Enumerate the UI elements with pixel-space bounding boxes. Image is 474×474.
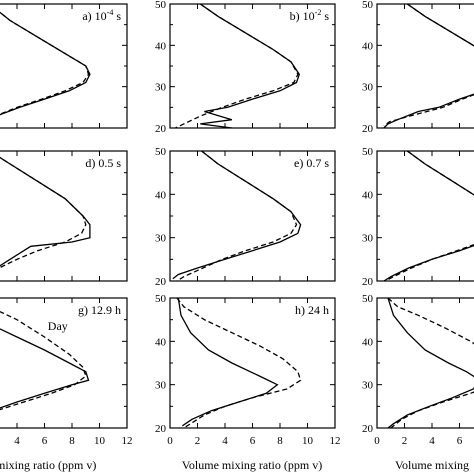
solid-profile-line xyxy=(0,11,91,116)
solid-profile-line xyxy=(0,156,91,267)
solid-profile-line xyxy=(0,328,90,409)
y-tick-label: 30 xyxy=(362,82,374,94)
x-axis-label: Volume mixing xyxy=(395,458,469,472)
y-tick-label: 40 xyxy=(362,336,374,348)
panel-9: 20 30 40 50 0 2 4 6 Volume mixing xyxy=(362,293,474,472)
y-tick-label: 50 xyxy=(362,0,374,11)
x-tick-label: 12 xyxy=(122,435,133,447)
panel-2: 20 30 40 50 b) 10-2 s xyxy=(155,0,336,135)
x-tick-label: 6 xyxy=(457,435,463,447)
panel-label: e) 0.7 s xyxy=(294,156,329,170)
x-tick-label: 0 xyxy=(167,435,173,447)
x-tick-label: 6 xyxy=(42,435,48,447)
dashed-profile-line xyxy=(176,151,298,281)
x-axis-label: e mixing ratio (ppm v) xyxy=(0,458,96,472)
y-tick-label: 50 xyxy=(155,293,167,305)
y-tick-label: 50 xyxy=(362,146,374,158)
x-tick-label: 6 xyxy=(250,435,256,447)
y-tick-label: 30 xyxy=(155,233,167,245)
dashed-profile-line xyxy=(0,156,87,269)
panel-sublabel: Day xyxy=(48,319,68,333)
panel-4: d) 0.5 s xyxy=(0,150,128,282)
solid-profile-line xyxy=(172,151,302,280)
panel-label-unit: s xyxy=(113,9,121,23)
y-tick-label: 20 xyxy=(362,276,374,288)
panel-label-text: h) 24 h xyxy=(295,303,329,317)
y-tick-label: 30 xyxy=(155,380,167,392)
x-tick-label: 4 xyxy=(14,435,20,447)
x-tick-label: 4 xyxy=(222,435,228,447)
solid-profile-line xyxy=(383,151,474,281)
x-tick-label: 2 xyxy=(402,435,408,447)
panel-label: g) 12.9 h xyxy=(78,303,121,317)
x-tick-label: 10 xyxy=(94,435,106,447)
panel-label: b) 10-2 s xyxy=(290,8,330,23)
y-tick-label: 20 xyxy=(362,423,374,435)
y-tick-label: 50 xyxy=(155,146,167,158)
dashed-profile-line xyxy=(0,310,87,411)
x-tick-label: 2 xyxy=(195,435,201,447)
panel-8: 20 30 40 50 0 2 4 6 8 10 12 h) 24 h Volume mixing ra… xyxy=(155,293,341,472)
y-tick-label: 20 xyxy=(362,123,374,135)
solid-profile-line xyxy=(387,298,474,428)
panel-label-exponent: -2 xyxy=(315,8,322,17)
axes-frame xyxy=(0,150,128,282)
dashed-profile-line xyxy=(387,298,474,428)
dashed-profile-line xyxy=(383,4,474,127)
axes-frame xyxy=(169,150,336,282)
axes-frame xyxy=(169,297,336,429)
axes-frame xyxy=(0,3,128,129)
y-tick-label: 30 xyxy=(362,233,374,245)
panel-3: 20 30 40 50 xyxy=(362,0,474,135)
panel-label-unit: s xyxy=(321,9,329,23)
dashed-profile-line xyxy=(176,298,302,428)
y-tick-label: 40 xyxy=(155,40,167,52)
dashed-profile-line xyxy=(0,11,90,115)
panel-5: 20 30 40 50 e) 0.7 s xyxy=(155,146,336,288)
x-tick-label: 4 xyxy=(429,435,435,447)
panel-label-text: e) 0.7 s xyxy=(294,156,329,170)
x-tick-label: 0 xyxy=(374,435,380,447)
y-tick-label: 40 xyxy=(155,189,167,201)
panel-label-text: g) 12.9 h xyxy=(78,303,121,317)
y-tick-label: 40 xyxy=(155,336,167,348)
panel-7: 4 6 8 10 12 g) 12.9 h Day e mixing ratio (ppm v… xyxy=(0,297,133,472)
x-tick-label: 8 xyxy=(69,435,75,447)
panel-label: d) 0.5 s xyxy=(85,156,121,170)
y-tick-label: 40 xyxy=(362,40,374,52)
y-tick-label: 50 xyxy=(362,293,374,305)
panel-label: h) 24 h xyxy=(295,303,329,317)
panel-label-text: b) 10 xyxy=(290,9,315,23)
y-tick-label: 30 xyxy=(155,82,167,94)
axes-frame xyxy=(0,297,128,429)
x-axis-label: Volume mixing ratio (ppm v) xyxy=(182,458,322,472)
panel-label-text: d) 0.5 s xyxy=(85,156,121,170)
y-tick-label: 50 xyxy=(155,0,167,11)
solid-profile-line xyxy=(177,298,279,427)
y-tick-label: 20 xyxy=(155,423,167,435)
panel-6: 20 30 40 50 xyxy=(362,146,474,288)
dashed-profile-line xyxy=(175,4,299,128)
y-tick-label: 30 xyxy=(362,380,374,392)
panel-label-exponent: -4 xyxy=(107,8,114,17)
dashed-profile-line xyxy=(384,151,474,281)
panel-1: a) 10-4 s xyxy=(0,3,128,129)
solid-profile-line xyxy=(383,4,474,128)
y-tick-label: 20 xyxy=(155,276,167,288)
y-tick-label: 20 xyxy=(155,123,167,135)
y-tick-label: 40 xyxy=(362,189,374,201)
x-tick-label: 8 xyxy=(277,435,283,447)
x-tick-label: 10 xyxy=(302,435,314,447)
panel-label-text: a) 10 xyxy=(82,9,106,23)
x-tick-label: 12 xyxy=(330,435,341,447)
panel-label: a) 10-4 s xyxy=(82,8,121,23)
solid-profile-line xyxy=(199,4,301,128)
